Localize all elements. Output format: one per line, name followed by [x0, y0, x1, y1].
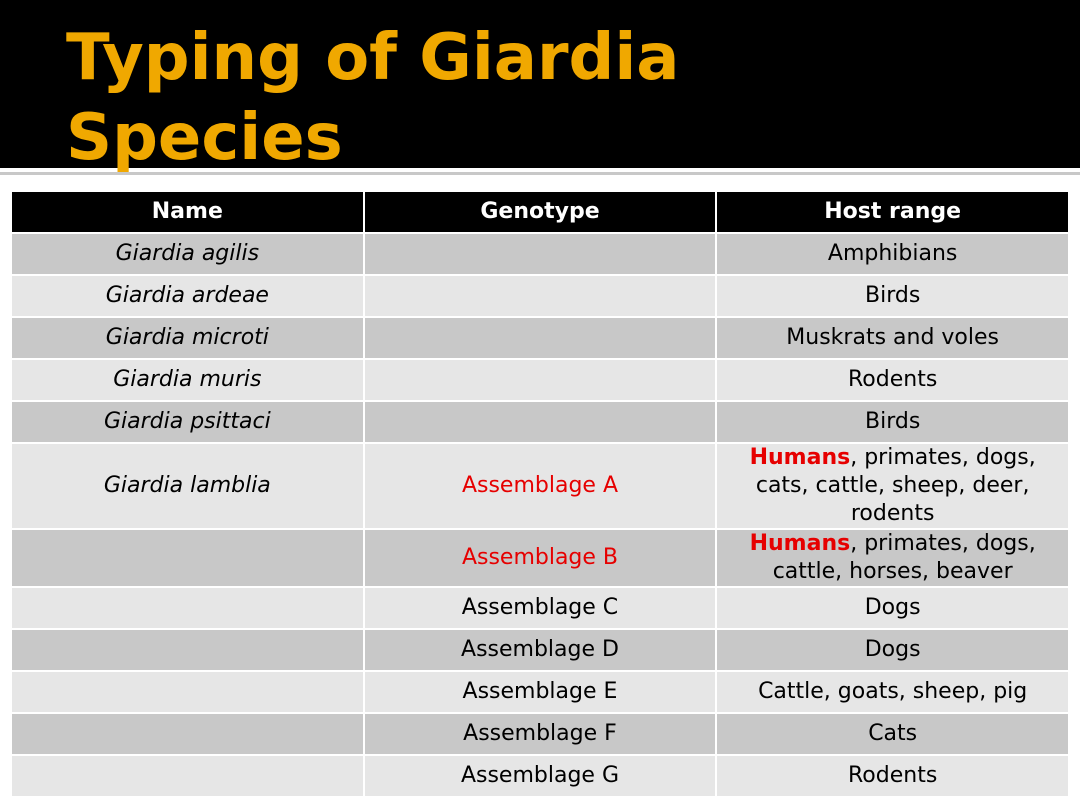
genotype [362, 274, 718, 318]
species-name: Giardia psittaci [10, 400, 365, 444]
host-range: Rodents [715, 358, 1070, 402]
title-band [0, 0, 1080, 168]
table-row: Assemblage B Humans, primates, dogs, catt… [10, 528, 1070, 588]
column-header: Host range [715, 190, 1070, 234]
table-row: Assemblage E Cattle, goats, sheep, pig [10, 670, 1070, 714]
genotype: Assemblage A [362, 442, 718, 530]
table-body: Giardia agilis Amphibians Giardia ardeae Bi… [10, 232, 1070, 798]
column-header: Name [10, 190, 365, 234]
host-emphasis: Humans [749, 531, 851, 556]
table-row: Assemblage D Dogs [10, 628, 1070, 672]
species-name: Giardia microti [10, 316, 365, 360]
genotype: Assemblage F [362, 712, 718, 756]
host-range: Cats [715, 712, 1070, 756]
slide-title: Typing of Giardia Species [66, 21, 680, 175]
table-row: Assemblage F Cats [10, 712, 1070, 756]
host-range: Dogs [715, 586, 1070, 630]
species-name [10, 754, 365, 798]
table-row: Giardia ardeae Birds [10, 274, 1070, 318]
divider [0, 172, 1080, 175]
species-name [10, 528, 365, 588]
host-rest: , primates, dogs, cats, cattle, sheep, d… [755, 445, 1036, 526]
host-range: Humans, primates, dogs, cattle, horses, … [715, 528, 1070, 588]
table-row: Giardia psittaci Birds [10, 400, 1070, 444]
table-row: Giardia agilis Amphibians [10, 232, 1070, 276]
column-header: Genotype [362, 190, 718, 234]
genotype: Assemblage B [362, 528, 718, 588]
species-name: Giardia lamblia [10, 442, 365, 530]
species-name [10, 712, 365, 756]
species-name [10, 670, 365, 714]
genotype: Assemblage G [362, 754, 718, 798]
genotype [362, 232, 718, 276]
host-emphasis: Humans [749, 445, 851, 470]
species-table: Name Genotype Host range Giardia agilis Amp… [10, 190, 1070, 798]
host-range: Birds [715, 274, 1070, 318]
species-name: Giardia agilis [10, 232, 365, 276]
table-row: Assemblage C Dogs [10, 586, 1070, 630]
genotype [362, 358, 718, 402]
table-row: Giardia microti Muskrats and voles [10, 316, 1070, 360]
table-row: Assemblage G Rodents [10, 754, 1070, 798]
host-range: Dogs [715, 628, 1070, 672]
table-row: Giardia muris Rodents [10, 358, 1070, 402]
species-name: Giardia ardeae [10, 274, 365, 318]
host-rest: , primates, dogs, cattle, horses, beaver [772, 531, 1036, 584]
genotype: Assemblage D [362, 628, 718, 672]
species-name [10, 586, 365, 630]
species-name: Giardia muris [10, 358, 365, 402]
host-range: Humans, primates, dogs, cats, cattle, sh… [715, 442, 1070, 530]
host-range: Birds [715, 400, 1070, 444]
host-range: Amphibians [715, 232, 1070, 276]
table-row: Giardia lamblia Assemblage A Humans, prima… [10, 442, 1070, 530]
species-name [10, 628, 365, 672]
host-range: Cattle, goats, sheep, pig [715, 670, 1070, 714]
genotype: Assemblage C [362, 586, 718, 630]
genotype [362, 316, 718, 360]
host-range: Rodents [715, 754, 1070, 798]
genotype: Assemblage E [362, 670, 718, 714]
host-range: Muskrats and voles [715, 316, 1070, 360]
genotype [362, 400, 718, 444]
header-row: Name Genotype Host range [10, 190, 1070, 234]
